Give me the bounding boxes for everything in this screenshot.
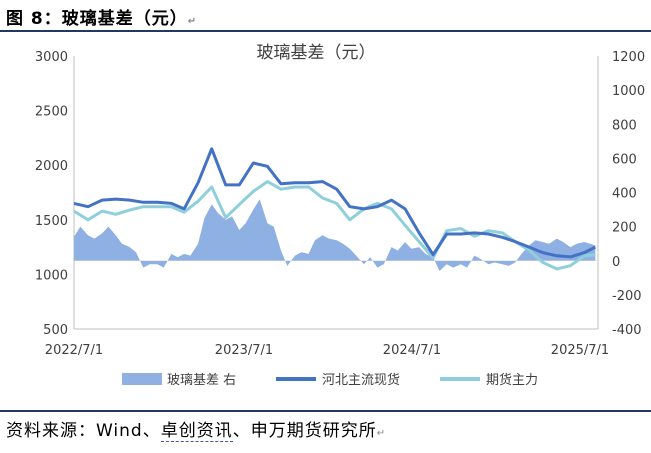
chart-title: 玻璃基差（元） (257, 43, 376, 63)
left-tick-label: 3000 (35, 50, 68, 65)
legend-label-spot: 河北主流现货 (322, 372, 400, 388)
left-tick-label: 1500 (35, 214, 68, 229)
figure-title: 图 8：玻璃基差（元）↵ (6, 4, 197, 29)
return-mark-icon: ↵ (187, 16, 198, 27)
x-tick-label: 2024/7/1 (383, 343, 441, 358)
right-tick-label: -400 (612, 323, 642, 338)
basis-area (74, 199, 596, 271)
legend-label-basis: 玻璃基差 右 (167, 373, 236, 388)
source-suffix: 、申万期货研究所 (232, 421, 377, 441)
x-tick-label: 2023/7/1 (215, 343, 273, 358)
legend-label-futures: 期货主力 (486, 372, 538, 388)
source-underlined: 卓创资讯 (160, 421, 233, 442)
figure-title-text: 图 8：玻璃基差（元） (6, 9, 188, 29)
right-tick-label: 400 (612, 187, 637, 202)
source-prefix: 资料来源：Wind、 (6, 421, 161, 441)
right-tick-label: -200 (612, 289, 642, 304)
top-rule (0, 30, 651, 32)
right-tick-label: 600 (612, 152, 637, 167)
spot-line (73, 147, 596, 259)
source-note: 资料来源：Wind、卓创资讯、申万期货研究所↵ (6, 416, 387, 442)
source-return-mark-icon: ↵ (376, 428, 387, 439)
right-tick-label: 200 (612, 221, 637, 236)
right-tick-label: 800 (612, 118, 637, 133)
right-tick-label: 1200 (612, 50, 645, 65)
left-tick-label: 2500 (35, 105, 68, 120)
glass-basis-chart: 玻璃基差（元） 500 1000 1500 2000 2500 3000 -400 -200 0 2… (35, 43, 645, 388)
right-tick-label: 0 (612, 255, 620, 270)
x-tick-label: 2025/7/1 (551, 343, 609, 358)
bottom-rule (0, 410, 651, 412)
left-tick-label: 500 (43, 323, 68, 338)
x-tick-label: 2022/7/1 (45, 343, 103, 358)
left-tick-label: 2000 (35, 159, 68, 174)
right-tick-label: 1000 (612, 84, 645, 99)
legend-swatch-basis (122, 373, 162, 385)
left-tick-label: 1000 (35, 268, 68, 283)
